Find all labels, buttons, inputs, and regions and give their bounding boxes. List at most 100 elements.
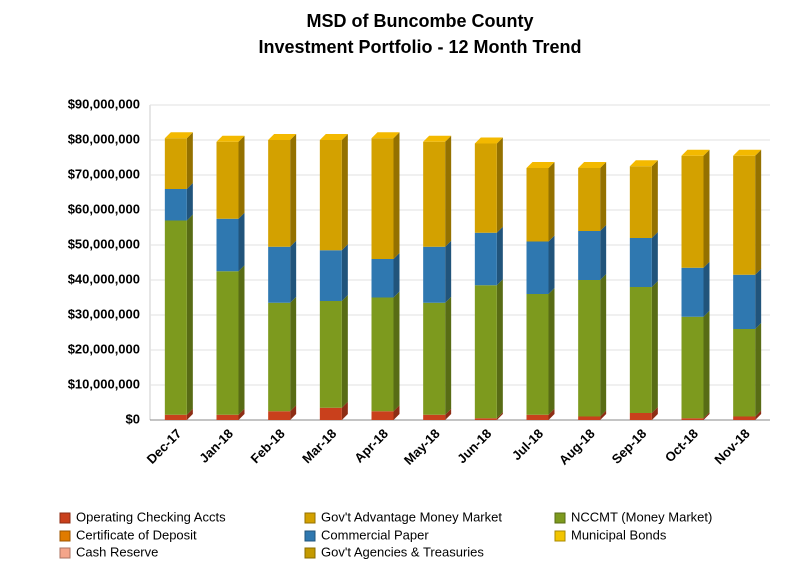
bar-segment — [268, 411, 291, 420]
bar-top — [733, 149, 762, 156]
bar-top — [526, 162, 555, 168]
bar-side — [651, 407, 658, 420]
bar-side — [341, 401, 348, 420]
y-tick-label: $0 — [126, 411, 140, 426]
y-tick-label: $50,000,000 — [68, 236, 140, 251]
bar-side — [238, 212, 245, 272]
legend-swatch — [554, 512, 566, 524]
bar-side — [600, 162, 607, 231]
legend-label: Cash Reserve — [76, 544, 158, 559]
bar-segment — [164, 414, 187, 420]
bar-segment — [319, 140, 342, 251]
y-tick-label: $10,000,000 — [68, 376, 140, 391]
bar-segment — [371, 259, 394, 298]
bar-top — [216, 135, 245, 142]
bar-side — [445, 408, 452, 420]
bar-side — [600, 410, 607, 420]
bar-side — [290, 296, 297, 412]
bar-side — [393, 291, 400, 412]
bar-side — [393, 405, 400, 420]
bar-segment — [268, 246, 291, 303]
legend-swatch — [304, 512, 316, 524]
bar-segment — [474, 285, 497, 419]
legend-label: NCCMT (Money Market) — [571, 509, 712, 524]
bar-segment — [629, 413, 652, 420]
bar-side — [186, 408, 193, 420]
bar-top — [164, 132, 193, 139]
y-tick-label: $30,000,000 — [68, 306, 140, 321]
legend-label: Operating Checking Accts — [76, 509, 226, 524]
bar-segment — [319, 407, 342, 420]
bar-side — [755, 268, 762, 329]
y-tick-label: $90,000,000 — [68, 96, 140, 111]
y-tick-label: $40,000,000 — [68, 271, 140, 286]
bar-top — [474, 137, 503, 144]
bar-side — [600, 274, 607, 417]
bar-side — [341, 134, 348, 251]
bar-side — [496, 279, 503, 419]
bar-side — [651, 160, 658, 238]
bar-segment — [629, 166, 652, 238]
bar-top — [423, 135, 452, 142]
bar-segment — [474, 143, 497, 233]
bar-side — [548, 408, 555, 420]
bar-side — [341, 295, 348, 408]
bar-side — [755, 149, 762, 275]
bar-top — [371, 132, 400, 139]
bar-segment — [164, 189, 187, 221]
bar-segment — [216, 271, 239, 415]
bar-segment — [526, 414, 549, 420]
chart-title: MSD of Buncombe County — [307, 11, 534, 31]
bar-segment — [474, 418, 497, 420]
bar-segment — [526, 241, 549, 294]
bar-side — [341, 244, 348, 301]
bar-segment — [629, 238, 652, 287]
bar-side — [651, 281, 658, 413]
bar-segment — [216, 414, 239, 420]
bar-side — [186, 183, 193, 221]
bar-segment — [371, 411, 394, 420]
bar-side — [290, 134, 297, 247]
y-tick-label: $60,000,000 — [68, 201, 140, 216]
bar-segment — [681, 155, 704, 268]
bar-segment — [423, 414, 446, 420]
bar-segment — [733, 274, 756, 329]
bar-side — [393, 253, 400, 298]
bar-segment — [578, 280, 601, 417]
bar-side — [703, 412, 710, 420]
bar-segment — [578, 231, 601, 280]
y-tick-label: $70,000,000 — [68, 166, 140, 181]
bar-side — [548, 162, 555, 242]
bar-top — [319, 134, 348, 140]
bar-side — [393, 132, 400, 259]
bar-side — [238, 265, 245, 415]
bar-side — [186, 132, 193, 189]
bar-segment — [216, 141, 239, 219]
bar-side — [600, 225, 607, 280]
bar-segment — [629, 287, 652, 413]
bar-segment — [733, 416, 756, 420]
bar-segment — [319, 250, 342, 301]
bar-segment — [681, 267, 704, 317]
bar-segment — [526, 294, 549, 415]
bar-segment — [474, 232, 497, 286]
bar-side — [703, 261, 710, 317]
legend-label: Gov't Agencies & Treasuries — [321, 544, 484, 559]
bar-side — [496, 137, 503, 233]
legend-label: Municipal Bonds — [571, 527, 667, 542]
bar-side — [445, 296, 452, 415]
bar-segment — [423, 141, 446, 247]
bar-side — [651, 232, 658, 287]
bar-side — [186, 214, 193, 415]
bar-side — [496, 226, 503, 286]
bar-segment — [164, 220, 187, 415]
bar-segment — [164, 138, 187, 189]
bar-segment — [319, 301, 342, 408]
legend-swatch — [304, 530, 316, 542]
legend-swatch — [59, 547, 71, 559]
legend-swatch — [59, 530, 71, 542]
legend-swatch — [554, 530, 566, 542]
y-tick-label: $80,000,000 — [68, 131, 140, 146]
bar-side — [290, 405, 297, 420]
